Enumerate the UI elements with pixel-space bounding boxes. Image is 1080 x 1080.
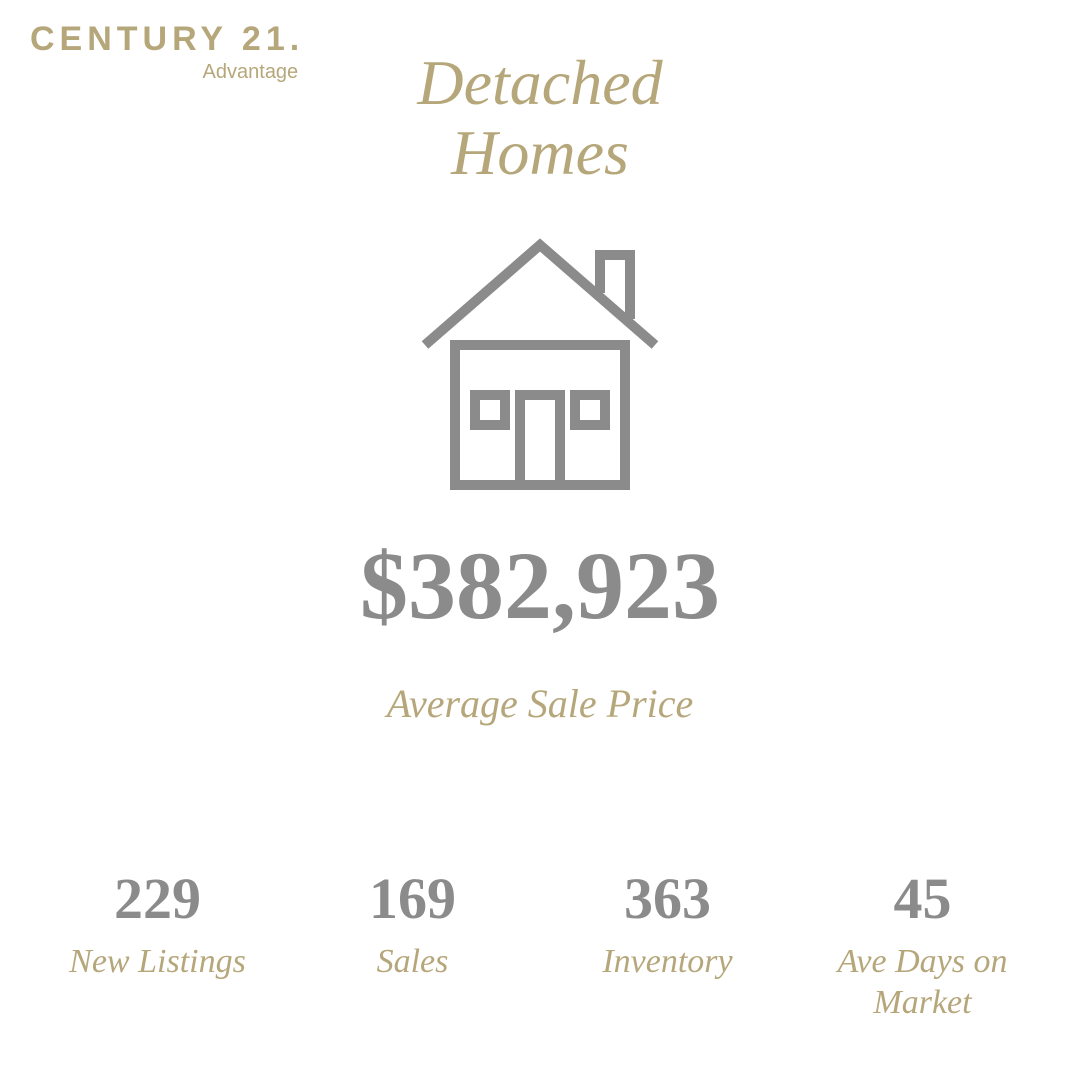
stat-label: Ave Days on Market	[795, 942, 1050, 1024]
stat-new-listings: 229 New Listings	[30, 865, 285, 1024]
average-price-label: Average Sale Price	[0, 680, 1080, 727]
page-title: Detached Homes	[0, 48, 1080, 189]
stat-label: Inventory	[540, 942, 795, 983]
stat-label: Sales	[285, 942, 540, 983]
stats-row: 229 New Listings 169 Sales 363 Inventory…	[0, 865, 1080, 1024]
stat-value: 45	[795, 865, 1050, 932]
stat-inventory: 363 Inventory	[540, 865, 795, 1024]
stat-value: 229	[30, 865, 285, 932]
stat-label: New Listings	[30, 942, 285, 983]
stat-value: 169	[285, 865, 540, 932]
title-line1: Detached	[0, 48, 1080, 118]
house-icon	[400, 225, 680, 510]
stat-days-on-market: 45 Ave Days on Market	[795, 865, 1050, 1024]
stat-sales: 169 Sales	[285, 865, 540, 1024]
title-line2: Homes	[0, 118, 1080, 188]
stat-value: 363	[540, 865, 795, 932]
average-price-value: $382,923	[0, 530, 1080, 641]
